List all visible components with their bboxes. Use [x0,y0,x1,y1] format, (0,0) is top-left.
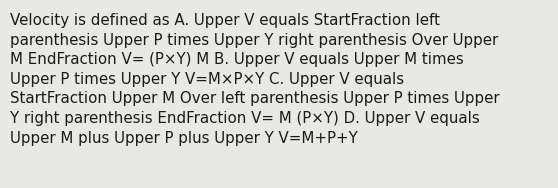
Text: Velocity is defined as A. Upper V equals StartFraction left
parenthesis Upper P : Velocity is defined as A. Upper V equals… [10,13,499,146]
